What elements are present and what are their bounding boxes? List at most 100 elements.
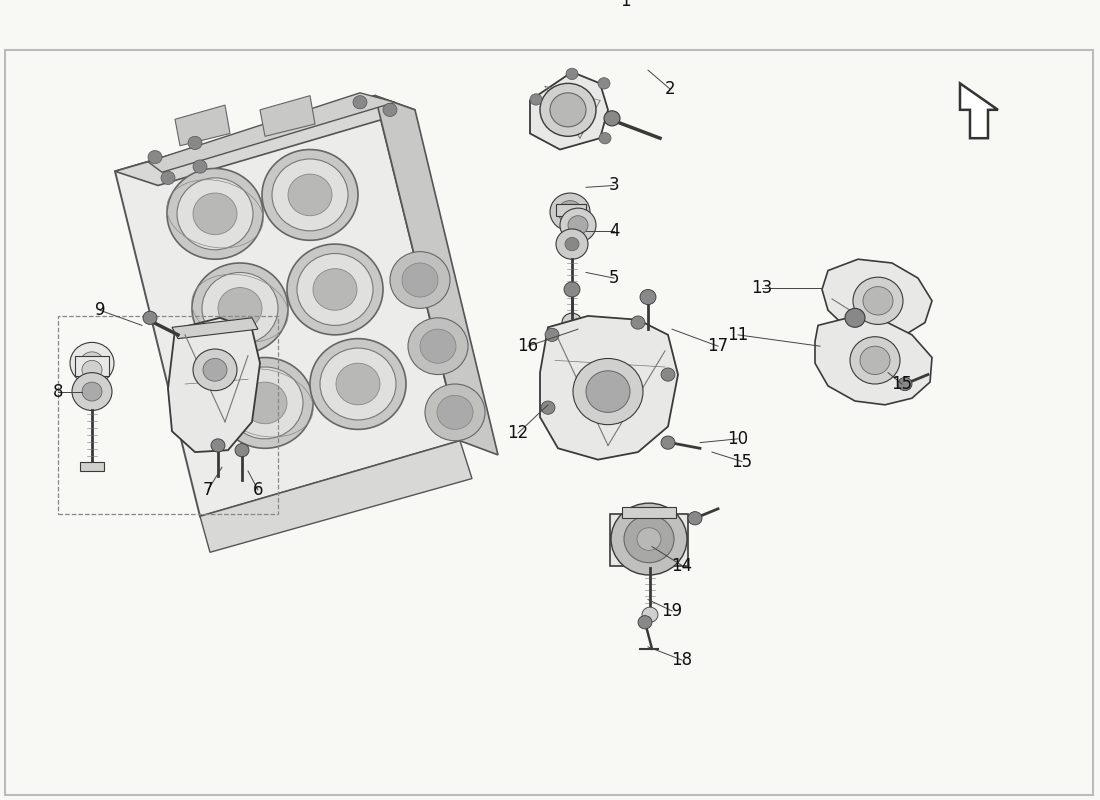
Circle shape [562,313,582,332]
Text: 14: 14 [671,557,693,574]
Circle shape [560,208,596,242]
Circle shape [192,160,207,173]
Text: 13: 13 [751,278,772,297]
Circle shape [541,401,556,414]
Circle shape [227,367,302,439]
Circle shape [390,252,450,308]
Polygon shape [815,318,932,405]
Circle shape [624,515,674,562]
Circle shape [573,358,644,425]
Text: 3: 3 [608,177,619,194]
Polygon shape [960,83,998,138]
Circle shape [566,68,578,79]
Circle shape [661,436,675,450]
Text: 11: 11 [727,326,749,344]
Text: 9: 9 [95,302,106,319]
Bar [556,204,586,216]
Polygon shape [116,96,415,186]
Polygon shape [200,441,472,552]
Text: 1: 1 [619,0,630,10]
Bar [80,462,104,471]
Text: 19: 19 [661,602,683,620]
Circle shape [192,263,288,354]
Bar [75,356,109,377]
Circle shape [353,96,367,109]
Text: 17: 17 [707,337,728,355]
Circle shape [188,136,202,150]
Circle shape [192,349,236,390]
Circle shape [845,308,865,327]
Polygon shape [168,318,260,452]
Circle shape [402,263,438,297]
Circle shape [408,318,468,374]
Circle shape [310,338,406,430]
Circle shape [143,311,157,325]
Text: 2: 2 [664,80,675,98]
Circle shape [70,342,114,384]
Circle shape [167,169,263,259]
Circle shape [642,607,658,622]
Circle shape [235,443,249,457]
Bar [610,514,688,566]
Bar [621,507,676,518]
Circle shape [420,329,456,363]
Text: 16: 16 [517,337,539,355]
Polygon shape [540,316,678,460]
Polygon shape [116,96,460,516]
Text: 12: 12 [507,424,529,442]
Circle shape [82,360,102,379]
Circle shape [850,337,900,384]
Circle shape [637,528,661,550]
Circle shape [640,290,656,305]
Circle shape [204,358,227,381]
Circle shape [600,133,610,144]
Circle shape [192,193,236,234]
Circle shape [540,83,596,136]
Text: 5: 5 [608,269,619,287]
Circle shape [218,287,262,329]
Polygon shape [375,96,498,455]
Circle shape [437,395,473,430]
Circle shape [556,229,588,259]
Circle shape [604,110,620,126]
Circle shape [564,282,580,297]
Circle shape [211,439,226,452]
Text: 4: 4 [608,222,619,240]
Circle shape [688,512,702,525]
Circle shape [82,382,102,401]
Circle shape [287,244,383,335]
Circle shape [72,373,112,410]
Circle shape [217,358,314,448]
Text: 7: 7 [202,481,213,499]
Circle shape [80,352,104,374]
Circle shape [202,273,278,344]
Circle shape [661,368,675,381]
Text: 15: 15 [732,453,752,470]
Polygon shape [260,96,315,136]
Circle shape [320,348,396,420]
Circle shape [565,238,579,250]
Circle shape [297,254,373,326]
Circle shape [161,171,175,185]
Circle shape [550,193,590,231]
Circle shape [638,616,652,629]
Circle shape [243,382,287,424]
Circle shape [383,103,397,117]
Polygon shape [172,318,258,338]
Text: 10: 10 [727,430,749,448]
Circle shape [425,384,485,441]
Circle shape [864,286,893,315]
Text: 8: 8 [53,382,64,401]
Circle shape [530,94,542,105]
Circle shape [586,370,630,412]
Circle shape [860,346,890,374]
Circle shape [272,159,348,231]
Circle shape [550,93,586,127]
Circle shape [558,201,582,223]
Polygon shape [148,93,395,172]
Circle shape [314,269,358,310]
Bar [58,316,278,514]
Circle shape [568,216,588,234]
Circle shape [598,78,611,89]
Circle shape [288,174,332,216]
